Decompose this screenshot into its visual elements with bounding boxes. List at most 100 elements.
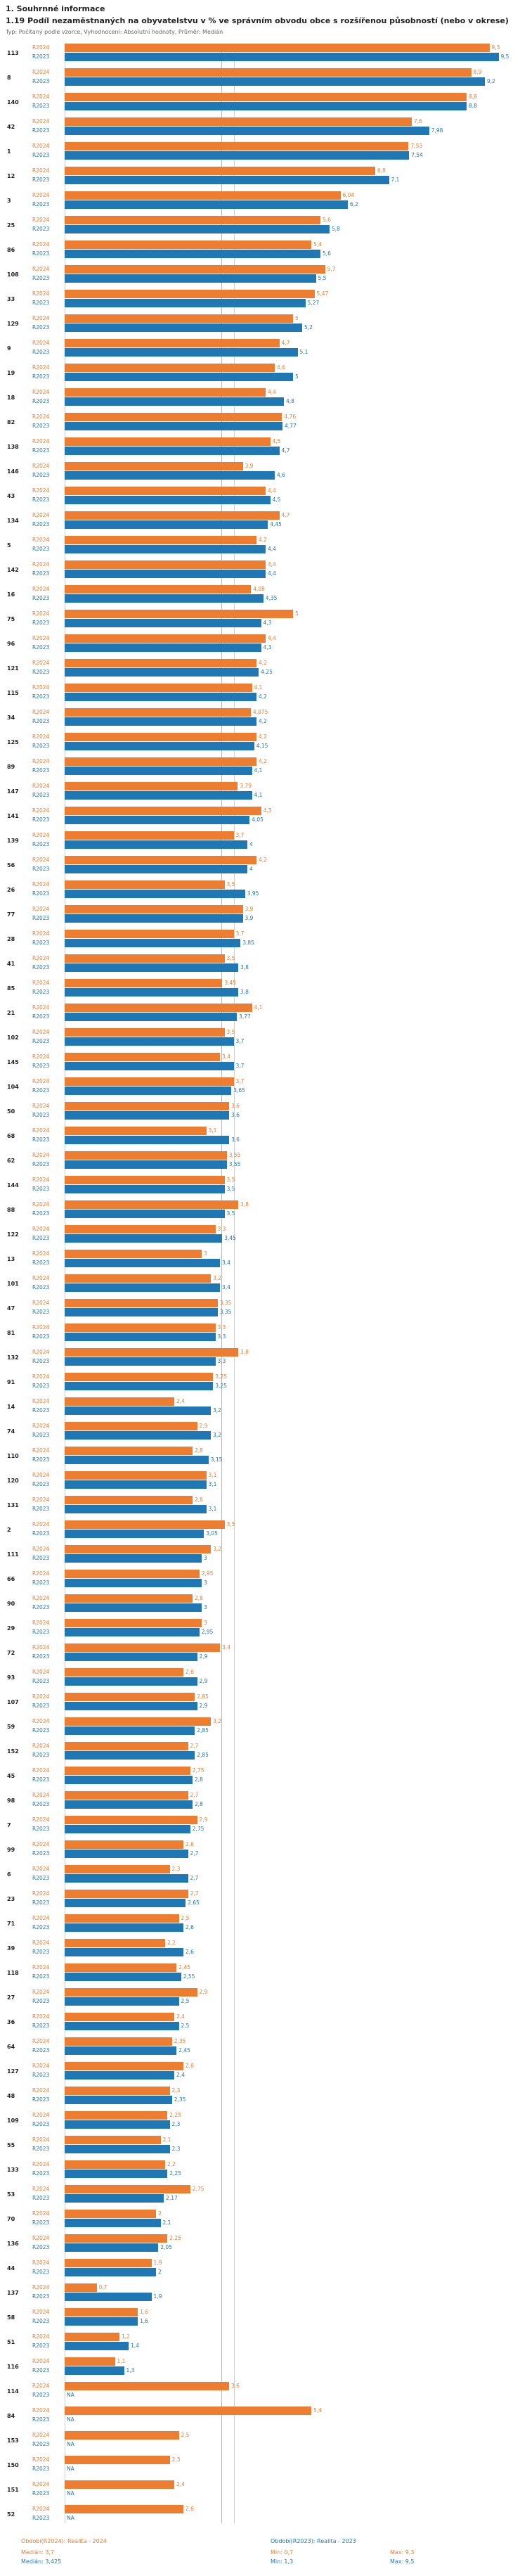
bar-area-r2023: 3,7 (65, 1062, 521, 1071)
bar-area-r2023: 2,45 (65, 2046, 521, 2056)
bar-r2023 (65, 1382, 214, 1391)
bar-value-label-r2024: 0,7 (98, 2284, 108, 2291)
bar-area-r2024: 2,3 (65, 1865, 521, 1874)
bar-pair: R2024 4,2 R2023 4,4 (31, 536, 521, 554)
bar-r2024 (65, 167, 375, 176)
chart-row: 82 R2024 4,76 R2023 4,77 (6, 413, 521, 431)
bar-row-r2024: R2024 2,2 (31, 1939, 521, 1948)
bar-row-r2023: R2023 4,8 (31, 397, 521, 406)
bar-r2024 (65, 1914, 179, 1923)
bar-value-label-r2023: 3,6 (231, 1136, 240, 1143)
bar-value-label-r2024: 5,4 (313, 241, 322, 248)
bar-row-r2024: R2024 4,3 (31, 807, 521, 816)
bar-r2024 (65, 2431, 179, 2440)
bar-r2023 (65, 2293, 152, 2302)
bar-r2024 (65, 265, 325, 274)
bar-value-label-r2023: 2,5 (181, 1998, 190, 2005)
series-label-r2023: R2023 (32, 1776, 50, 1783)
bar-area-r2023: 3,55 (65, 1160, 521, 1170)
bar-value-label-r2023: NA (67, 2515, 74, 2522)
bar-pair: R2024 5,47 R2023 5,27 (31, 290, 521, 308)
row-id-label: 28 (7, 935, 15, 942)
bar-value-label-r2024: 4,2 (259, 733, 267, 741)
bar-row-r2024: R2024 2,3 (31, 2456, 521, 2465)
bar-row-r2024: R2024 3,5 (31, 1520, 521, 1530)
row-id-label: 42 (7, 123, 15, 130)
bar-pair: R2024 2,7 R2023 2,8 (31, 1791, 521, 1809)
series-label-r2023: R2023 (32, 1235, 50, 1242)
bar-area-r2024: 2,85 (65, 1693, 521, 1702)
chart-row: 133 R2024 2,2 R2023 2,25 (6, 2160, 521, 2179)
bar-value-label-r2024: 2,4 (176, 2013, 185, 2020)
series-label-r2024: R2024 (32, 2260, 50, 2267)
bar-row-r2024: R2024 2,5 (31, 2431, 521, 2440)
bar-area-r2024: 3,2 (65, 1717, 521, 1726)
bar-area-r2023: 2,8 (65, 1776, 521, 1785)
bar-row-r2023: R2023 4,3 (31, 619, 521, 628)
bar-pair: R2024 3,1 R2023 3,6 (31, 1127, 521, 1145)
bar-pair: R2024 4,4 R2023 4,3 (31, 634, 521, 653)
series-label-r2023: R2023 (32, 2244, 50, 2251)
bar-r2024 (65, 388, 266, 397)
bar-pair: R2024 2,7 R2023 2,65 (31, 1890, 521, 1908)
bar-pair: R2024 4,3 R2023 4,05 (31, 807, 521, 825)
bar-pair: R2024 3,79 R2023 4,1 (31, 782, 521, 800)
chart-row: 12 R2024 6,8 R2023 7,1 (6, 167, 521, 185)
bar-r2023 (65, 250, 320, 259)
bar-area-r2023: 9,5 (65, 53, 521, 62)
bar-r2023 (65, 2046, 177, 2056)
bar-r2024 (65, 536, 256, 545)
bar-value-label-r2024: 2,8 (195, 1497, 203, 1504)
bar-pair: R2024 5,4 R2023 NA (31, 2407, 521, 2425)
series-label-r2023: R2023 (32, 718, 50, 725)
bar-row-r2023: R2023 4,25 (31, 668, 521, 677)
row-id-label: 9 (7, 345, 11, 352)
bar-area-r2023: 4,4 (65, 570, 521, 579)
series-label-r2024: R2024 (32, 340, 50, 347)
bar-value-label-r2023: 5,27 (307, 300, 320, 307)
bar-value-label-r2024: 2,25 (169, 2112, 181, 2119)
bar-r2023 (65, 1825, 190, 1834)
bar-row-r2023: R2023 2,85 (31, 1751, 521, 1760)
bar-area-r2024: 3,5 (65, 1176, 521, 1185)
bar-row-r2024: R2024 2 (31, 2210, 521, 2219)
bar-pair: R2024 2,9 R2023 2,75 (31, 1816, 521, 1834)
bar-pair: R2024 4,1 R2023 4,2 (31, 684, 521, 702)
series-label-r2023: R2023 (32, 103, 50, 110)
series-label-r2024: R2024 (32, 635, 50, 642)
bar-value-label-r2023: 3,3 (217, 1333, 226, 1340)
series-label-r2024: R2024 (32, 167, 50, 174)
series-label-r2023: R2023 (32, 1703, 50, 1710)
bar-value-label-r2024: 2,3 (171, 2087, 181, 2094)
bar-value-label-r2024: 3 (204, 1620, 207, 1627)
bar-pair: R2024 2,9 R2023 2,5 (31, 1988, 521, 2006)
bar-area-r2023: 2,9 (65, 1702, 521, 1711)
bar-row-r2023: R2023 2,25 (31, 2170, 521, 2179)
bar-row-r2024: R2024 4,2 (31, 536, 521, 545)
bar-area-r2023: 5,2 (65, 323, 521, 333)
row-id-label: 120 (7, 1477, 19, 1484)
bar-value-label-r2023: 4,05 (252, 816, 264, 824)
bar-row-r2024: R2024 5,4 (31, 2407, 521, 2416)
bar-row-r2024: R2024 3,3 (31, 1324, 521, 1333)
bar-area-r2024: 2,4 (65, 1397, 521, 1406)
bar-value-label-r2023: 3,8 (240, 989, 249, 996)
bar-row-r2023: R2023 5,8 (31, 225, 521, 234)
bar-r2024 (65, 1890, 188, 1899)
bar-pair: R2024 1,2 R2023 1,4 (31, 2333, 521, 2351)
bar-value-label-r2023: 3,2 (213, 1432, 221, 1439)
bar-area-r2023: 3,7 (65, 1037, 521, 1046)
bar-value-label-r2024: 2,8 (195, 1595, 203, 1602)
bar-area-r2024: 2,25 (65, 2111, 521, 2120)
series-label-r2024: R2024 (32, 143, 50, 150)
bar-row-r2024: R2024 2,35 (31, 2037, 521, 2046)
bar-r2024 (65, 1127, 207, 1136)
bar-row-r2024: R2024 2,9 (31, 1422, 521, 1431)
chart-row: 118 R2024 2,45 R2023 2,55 (6, 1963, 521, 1982)
bar-area-r2024: 4,7 (65, 511, 521, 520)
bar-value-label-r2024: 5,47 (316, 290, 329, 297)
bar-value-label-r2024: 3,35 (219, 1300, 232, 1307)
bar-row-r2024: R2024 1,2 (31, 2333, 521, 2342)
chart-row: 91 R2024 3,25 R2023 3,25 (6, 1373, 521, 1391)
bar-r2023 (65, 1554, 202, 1563)
